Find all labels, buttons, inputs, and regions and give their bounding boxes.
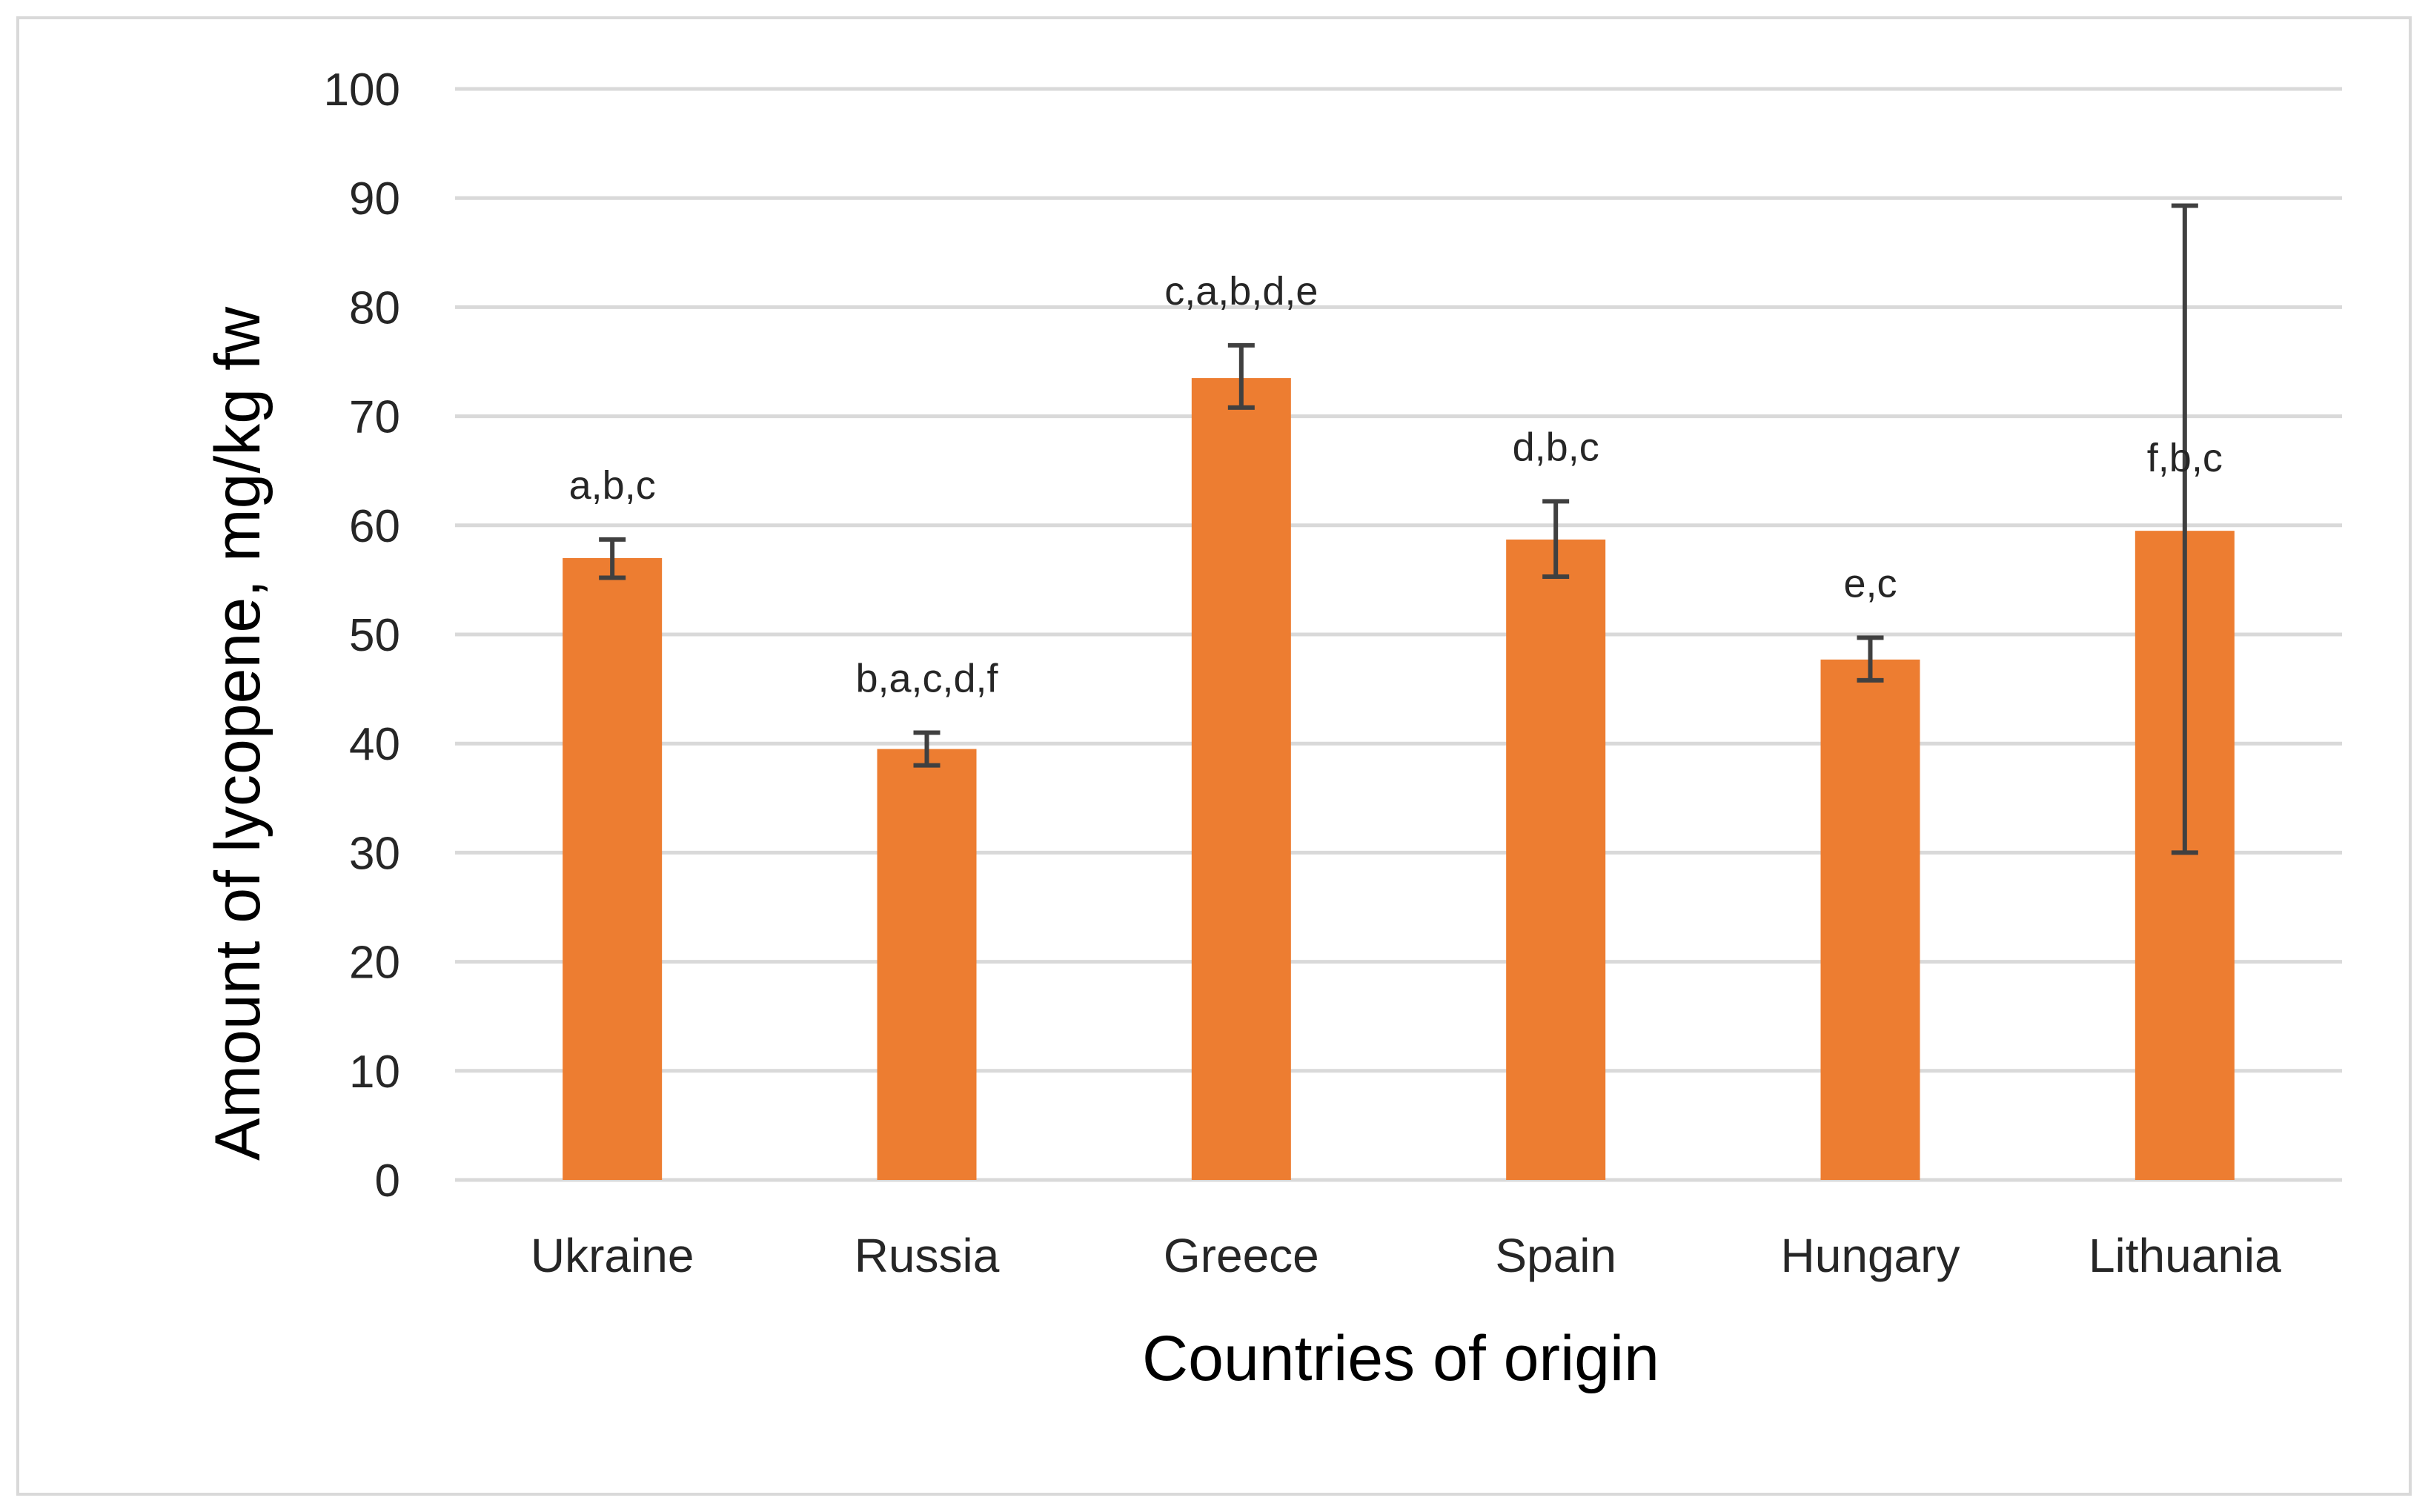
x-tick-label: Hungary [1781,1229,1960,1282]
y-tick-label: 10 [349,1047,400,1098]
significance-labels: a,b,c b,a,c,d,f c,a,b,d,e d,b,c e,c f,b,c [569,269,2223,701]
y-tick-label: 70 [349,392,400,443]
bar-greece [1191,378,1291,1181]
error-bars [599,203,2198,855]
y-tick-label: 50 [349,610,400,661]
significance-label: f,b,c [2147,436,2223,480]
bars [563,378,2235,1181]
y-tick-label: 30 [349,828,400,879]
y-axis-title: Amount of lycopene, mg/kg fw [202,306,273,1161]
x-tick-label: Ukraine [531,1229,694,1282]
x-tick-label: Russia [855,1229,1000,1282]
x-axis-categories: Ukraine Russia Greece Spain Hungary Lithuania [531,1229,2281,1282]
y-axis-ticks: 0 10 20 30 40 50 60 70 80 90 100 [324,64,400,1207]
bar-spain [1506,539,1606,1180]
y-tick-label: 90 [349,173,400,225]
y-tick-label: 60 [349,501,400,552]
y-tick-label: 40 [349,719,400,770]
x-tick-label: Spain [1495,1229,1616,1282]
y-tick-label: 0 [375,1155,400,1207]
x-tick-label: Greece [1164,1229,1319,1282]
significance-label: e,c [1843,561,1897,606]
significance-label: d,b,c [1513,425,1599,469]
x-tick-label: Lithuania [2089,1229,2281,1282]
y-tick-label: 100 [324,64,400,116]
y-tick-label: 80 [349,282,400,334]
gridlines [455,87,2342,1182]
significance-label: b,a,c,d,f [855,656,998,700]
significance-label: c,a,b,d,e [1164,269,1318,314]
significance-label: a,b,c [569,463,656,508]
bar-ukraine [563,557,663,1180]
bar-hungary [1820,659,1920,1180]
x-axis-title: Countries of origin [1142,1323,1659,1394]
bar-russia [877,749,977,1180]
y-tick-label: 20 [349,938,400,989]
